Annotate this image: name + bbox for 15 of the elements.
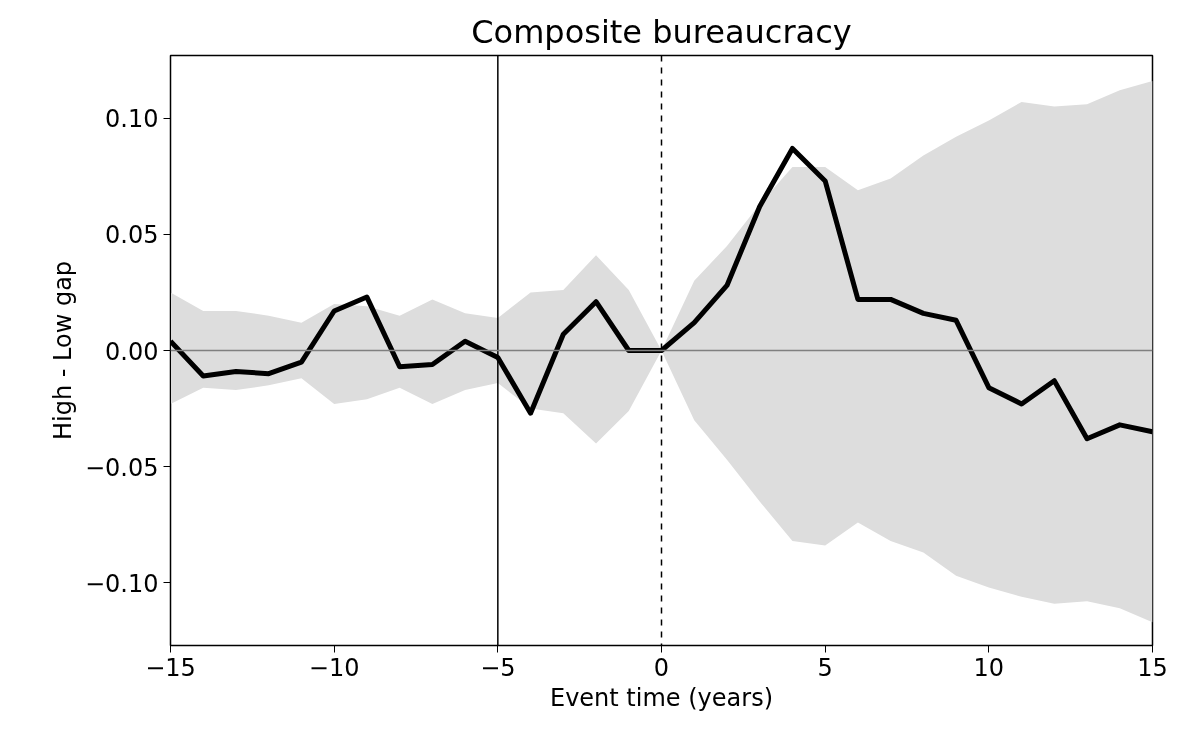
- x-tick-label: −10: [308, 653, 360, 682]
- y-tick-label: −0.05: [84, 453, 159, 482]
- x-tick-label: 10: [973, 653, 1005, 682]
- chart-title: Composite bureaucracy: [471, 12, 852, 51]
- x-tick-label: 15: [1137, 653, 1168, 682]
- x-tick-label: 5: [817, 653, 833, 682]
- y-tick-label: −0.10: [84, 569, 159, 598]
- x-axis-title: Event time (years): [550, 683, 774, 712]
- x-tick-label: −15: [145, 653, 196, 682]
- y-axis-title: High - Low gap: [48, 260, 77, 441]
- y-tick-label: 0.10: [105, 105, 159, 134]
- x-tick-label: 0: [653, 653, 670, 682]
- x-tick-label: −5: [480, 653, 516, 682]
- y-tick-label: 0.05: [105, 221, 159, 250]
- y-tick-label: 0.00: [105, 337, 159, 366]
